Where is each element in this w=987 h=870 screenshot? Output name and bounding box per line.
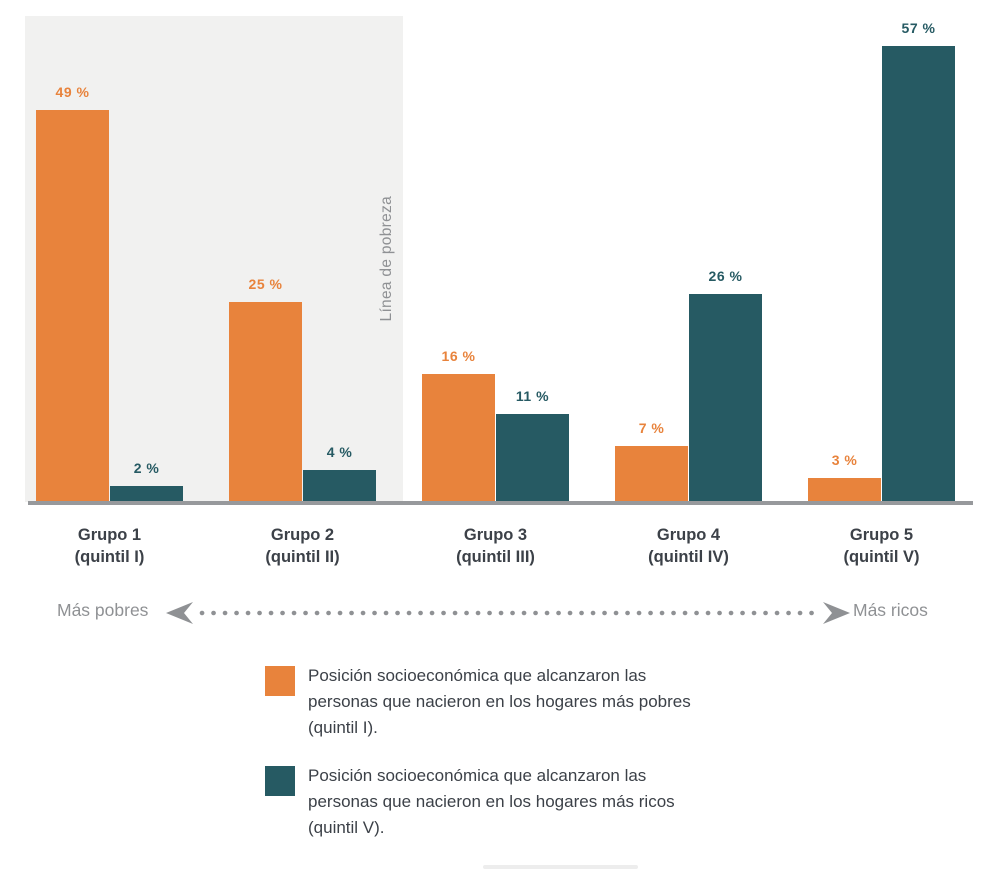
group-quintile: (quintil I): [74, 548, 145, 566]
x-axis-line: [28, 501, 973, 505]
group-label-1: Grupo 1 (quintil I): [18, 524, 202, 568]
legend-text-line: personas que nacieron en los hogares más…: [308, 692, 691, 711]
bar-value-label: 3 %: [831, 452, 858, 468]
group-name: Grupo 2: [270, 526, 335, 544]
bar-richest-origin-group-3: [496, 414, 569, 502]
legend-swatch: [265, 666, 295, 696]
bar-poorest-origin-group-4: [615, 446, 688, 502]
bar-value-label: 49 %: [55, 84, 90, 100]
direction-dotted-arrow-icon: [166, 602, 850, 624]
legend-text-line: (quintil V).: [308, 818, 385, 837]
legend-text: Posición socioeconómica que alcanzaron l…: [308, 663, 691, 741]
group-label-3: Grupo 3 (quintil III): [404, 524, 588, 568]
bar-value-label: 16 %: [441, 348, 476, 364]
bar-richest-origin-group-1: [110, 486, 183, 502]
direction-label-richest: Más ricos: [853, 600, 928, 620]
bar-value-label: 4 %: [326, 444, 353, 460]
bar-richest-origin-group-4: [689, 294, 762, 502]
group-label-5: Grupo 5 (quintil V): [790, 524, 974, 568]
group-name: Grupo 3: [463, 526, 528, 544]
plot-area: 49 % 2 % 25 % 4 % 16 % 11 % 7 % 26 % 3 % 57 %: [36, 20, 955, 502]
bar-value-label: 25 %: [248, 276, 283, 292]
group-quintile: (quintil II): [265, 548, 340, 566]
legend-swatch: [265, 766, 295, 796]
bar-poorest-origin-group-2: [229, 302, 302, 502]
bar-value-label: 7 %: [638, 420, 665, 436]
bar-value-label: 26 %: [708, 268, 743, 284]
legend-item-poorest-origin: Posición socioeconómica que alcanzaron l…: [265, 663, 691, 741]
bar-poorest-origin-group-3: [422, 374, 495, 502]
legend-text-line: Posición socioeconómica que alcanzaron l…: [308, 766, 647, 785]
direction-label-poorest: Más pobres: [57, 600, 149, 620]
legend-item-richest-origin: Posición socioeconómica que alcanzaron l…: [265, 763, 675, 841]
bar-value-label: 57 %: [901, 20, 936, 36]
group-name: Grupo 1: [77, 526, 142, 544]
legend-text-line: Posición socioeconómica que alcanzaron l…: [308, 666, 647, 685]
bar-poorest-origin-group-5: [808, 478, 881, 502]
legend-text-line: personas que nacieron en los hogares más…: [308, 792, 675, 811]
bar-richest-origin-group-2: [303, 470, 376, 502]
bar-value-label: 2 %: [133, 460, 160, 476]
group-quintile: (quintil IV): [648, 548, 729, 566]
group-quintile: (quintil III): [456, 548, 535, 566]
group-name: Grupo 4: [656, 526, 721, 544]
group-label-4: Grupo 4 (quintil IV): [597, 524, 781, 568]
legend-text: Posición socioeconómica que alcanzaron l…: [308, 763, 675, 841]
bar-richest-origin-group-5: [882, 46, 955, 502]
group-quintile: (quintil V): [843, 548, 920, 566]
legend-text-line: (quintil I).: [308, 718, 378, 737]
group-name: Grupo 5: [849, 526, 914, 544]
bar-value-label: 11 %: [515, 388, 550, 404]
group-label-2: Grupo 2 (quintil II): [211, 524, 395, 568]
direction-row: Más pobres Más ricos: [0, 598, 987, 628]
cutoff-text-artifact: [483, 865, 638, 869]
bar-poorest-origin-group-1: [36, 110, 109, 502]
